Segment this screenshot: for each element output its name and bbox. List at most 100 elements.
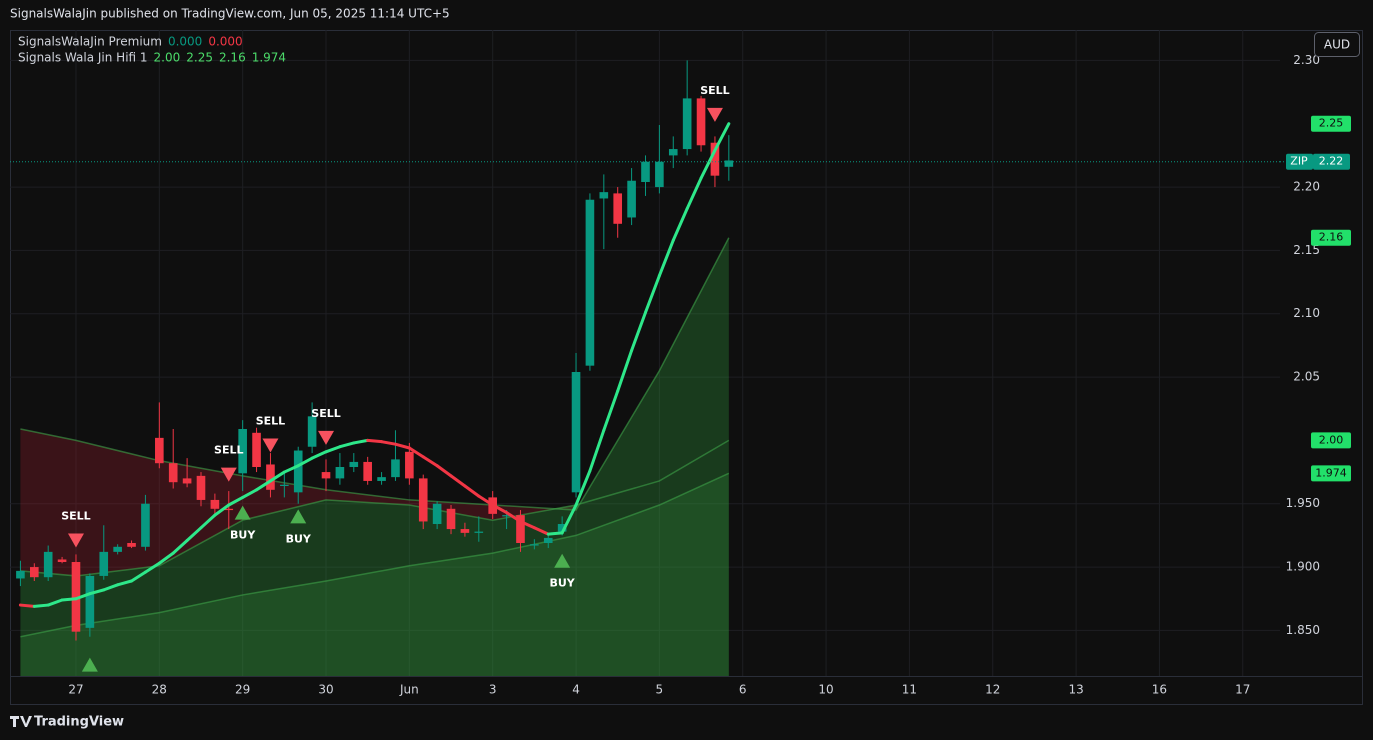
candle-body: [238, 429, 247, 474]
symbol-text: ZIP: [1290, 155, 1308, 168]
signal-marker: [290, 509, 307, 524]
candle-body: [321, 472, 331, 479]
legend-value: 2.16: [219, 51, 246, 65]
trend-line-segment: [338, 441, 356, 449]
candle-body: [293, 450, 303, 493]
signal-label: SELL: [256, 414, 285, 427]
trend-line-segment: [102, 583, 120, 592]
candle-body: [30, 567, 39, 578]
trend-line-segment: [713, 122, 731, 152]
candle-body: [43, 551, 53, 578]
value-badge-text: 2.00: [1319, 433, 1344, 446]
trend-line-segment: [505, 511, 522, 523]
low-band: [20, 473, 729, 676]
value-badge: [1311, 432, 1351, 449]
candle-body: [168, 463, 178, 483]
candle-body: [99, 551, 109, 576]
trend-line-segment: [546, 531, 564, 536]
x-tick-label: 4: [572, 683, 580, 697]
candle-body: [127, 543, 136, 547]
x-tick-label: Jun: [399, 683, 419, 697]
y-tick-label: 1.950: [1286, 496, 1320, 510]
symbol-badge: [1286, 153, 1313, 170]
x-tick-label: 16: [1152, 683, 1167, 697]
mid-band: [20, 440, 729, 637]
trend-line-segment: [268, 470, 286, 483]
currency-button[interactable]: [1314, 32, 1360, 57]
value-badge: [1311, 229, 1351, 246]
trend-line-segment: [630, 310, 647, 352]
candle-body: [405, 451, 414, 479]
candle-body: [141, 503, 150, 547]
plot: SELLBUYSELLBUYSELLBUYSELLBUYSELL: [10, 30, 1280, 676]
candle-body: [224, 508, 234, 511]
candle-body: [543, 537, 553, 543]
legend-value: 0.000: [208, 35, 242, 49]
trend-line-segment: [699, 148, 717, 180]
x-tick-label: 17: [1235, 683, 1250, 697]
logo-icon: [10, 716, 32, 727]
chart-frame: [10, 30, 1363, 705]
trend-line-segment: [366, 438, 384, 444]
signal-marker: [220, 467, 237, 482]
candle-body: [627, 180, 636, 218]
signal-label: BUY: [230, 529, 256, 542]
candle-body: [418, 478, 428, 522]
trend-line-segment: [685, 176, 703, 211]
x-tick-label: 27: [68, 683, 83, 697]
candle-body: [196, 475, 206, 500]
candle-body: [85, 575, 95, 628]
signal-label: SELL: [61, 509, 90, 522]
trend-line-segment: [380, 440, 397, 446]
trend-line-segment: [74, 592, 92, 601]
y-tick-label: 2.20: [1293, 180, 1320, 194]
trend-line-segment: [199, 513, 217, 530]
candle-body: [335, 467, 345, 479]
trend-line-segment: [116, 579, 134, 587]
trend-line-segment: [560, 503, 578, 535]
x-tick-label: 29: [235, 683, 250, 697]
x-tick-label: 13: [1068, 683, 1083, 697]
legend-value: 2.25: [186, 51, 213, 65]
candle-body: [557, 524, 567, 532]
value-badge: [1311, 115, 1351, 132]
candle-body: [502, 515, 511, 517]
trend-line-segment: [46, 598, 64, 607]
x-tick-label: 12: [985, 683, 1000, 697]
trend-line-segment: [643, 274, 661, 314]
trend-line-segment: [255, 479, 272, 492]
axes: 2.30 2.20 2.15 2.10 2.05 1.950 1.900 1.850 27 28 2…: [68, 53, 1351, 697]
candle-body: [668, 149, 678, 156]
trend-line-segment: [171, 538, 189, 555]
value-badge-text: 2.16: [1319, 231, 1344, 244]
candle-body: [71, 562, 81, 632]
trend-line-segment: [532, 526, 550, 536]
trend-line-segment: [352, 438, 370, 445]
signal-marker: [262, 438, 279, 453]
trend-line-segment: [130, 570, 147, 583]
candle-body: [571, 372, 581, 493]
signal-label: BUY: [549, 577, 575, 590]
trend-line-segment: [32, 603, 50, 608]
candle-body: [113, 546, 122, 552]
candle-body: [377, 477, 386, 481]
signal-label: BUY: [286, 532, 312, 545]
x-tick-label: 28: [152, 683, 167, 697]
signal-marker: [318, 430, 335, 445]
candle-body: [599, 192, 609, 199]
legend: SignalsWalaJin Premium 0.000 0.000 Signals …: [18, 35, 286, 65]
y-tick-label: 2.30: [1293, 53, 1320, 67]
x-tick-label: 6: [739, 683, 747, 697]
x-tick-label: 3: [489, 683, 497, 697]
trend-line-segment: [435, 464, 453, 478]
legend-value: 1.974: [252, 51, 286, 65]
price-badge: [1313, 153, 1350, 170]
candle-body: [516, 515, 525, 543]
legend-name: SignalsWalaJin Premium: [18, 35, 162, 49]
band-line: [20, 472, 730, 638]
trend-line-segment: [463, 484, 481, 498]
candle-body: [530, 544, 539, 546]
currency[interactable]: AUD: [1324, 38, 1350, 52]
trend-line-segment: [574, 469, 592, 507]
footer-text: TradingView: [34, 715, 124, 730]
